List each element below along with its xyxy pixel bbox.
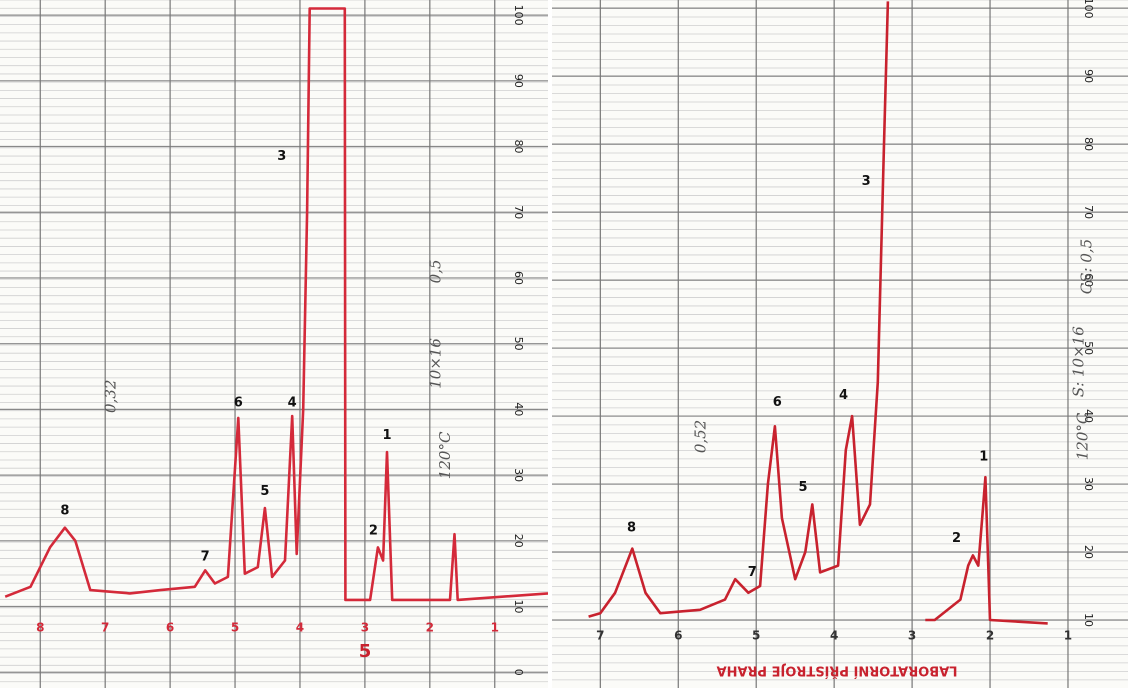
y-tick-label: 10	[512, 600, 525, 614]
x-tick-label: 5	[752, 629, 760, 643]
peak-label: 5	[260, 484, 269, 499]
y-tick-label: 90	[1082, 69, 1095, 83]
peak-label: 2	[952, 531, 961, 546]
x-tick-label: 2	[986, 629, 994, 643]
y-tick-label: 0	[512, 669, 525, 676]
handwritten-note: S: 10×16	[1070, 326, 1088, 397]
y-tick-label: 30	[1082, 477, 1095, 491]
y-tick-label: 100	[512, 5, 525, 26]
x-tick-label: 5	[231, 621, 239, 635]
x-tick-label: 6	[166, 621, 174, 635]
handwritten-note: 120°C	[1074, 412, 1092, 460]
y-tick-label: 20	[512, 534, 525, 548]
peak-label: 7	[201, 550, 210, 565]
footer-text: 5	[359, 641, 372, 662]
handwritten-note: 0,5	[426, 259, 444, 283]
peak-label: 1	[979, 449, 988, 464]
y-tick-label: 60	[512, 271, 525, 285]
peak-label: 8	[627, 521, 636, 536]
x-tick-label: 3	[908, 629, 916, 643]
handwritten-note: 0,32	[102, 380, 120, 413]
y-tick-label: 90	[512, 74, 525, 88]
handwritten-note: 120°C	[436, 431, 454, 479]
handwritten-note: 0,52	[692, 420, 710, 453]
x-tick-label: 1	[1064, 629, 1072, 643]
peak-label: 6	[773, 395, 782, 410]
y-tick-label: 80	[512, 140, 525, 154]
x-tick-label: 4	[296, 621, 304, 635]
peak-label: 8	[60, 504, 69, 519]
x-tick-label: 4	[830, 629, 838, 643]
x-tick-label: 2	[426, 621, 434, 635]
y-tick-label: 40	[512, 402, 525, 416]
y-tick-label: 100	[1082, 0, 1095, 19]
peak-label: 6	[234, 395, 243, 410]
peak-label: 2	[369, 523, 378, 538]
y-tick-label: 20	[1082, 545, 1095, 559]
x-tick-label: 6	[674, 629, 682, 643]
x-tick-label: 1	[491, 621, 499, 635]
x-tick-label: 3	[361, 621, 369, 635]
x-tick-label: 8	[36, 621, 44, 635]
x-tick-label: 7	[101, 621, 109, 635]
trace	[589, 1, 1048, 623]
footer-text: LABORATORNÍ PŘÍSTROJE PRAHA	[717, 663, 958, 679]
peak-label: 4	[288, 395, 297, 410]
handwritten-note: CS: 0,5	[1077, 239, 1095, 294]
x-tick-label: 7	[596, 629, 604, 643]
peak-label: 1	[382, 428, 391, 443]
scan: 876543210102030405060708090100876543210,…	[0, 0, 1128, 688]
peak-label: 7	[748, 565, 757, 580]
y-tick-label: 10	[1082, 613, 1095, 627]
peak-label: 3	[277, 149, 286, 164]
peak-label: 3	[862, 174, 871, 189]
y-tick-label: 70	[512, 205, 525, 219]
peak-label: 4	[839, 388, 848, 403]
y-tick-label: 30	[512, 468, 525, 482]
y-tick-label: 80	[1082, 137, 1095, 151]
handwritten-note: 10×16	[426, 338, 444, 389]
peak-label: 5	[798, 480, 807, 495]
y-tick-label: 70	[1082, 205, 1095, 219]
y-tick-label: 50	[512, 337, 525, 351]
